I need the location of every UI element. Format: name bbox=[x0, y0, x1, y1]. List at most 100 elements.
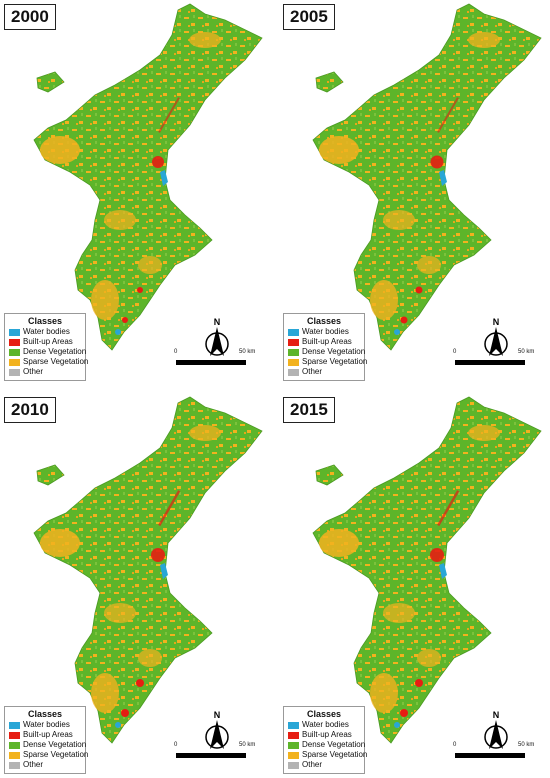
north-arrow-icon: N bbox=[200, 709, 234, 755]
legend-swatch bbox=[9, 741, 20, 749]
legend-item-built-up: Built-up Areas bbox=[9, 337, 81, 347]
legend-swatch bbox=[288, 751, 299, 759]
legend-label: Built-up Areas bbox=[23, 730, 73, 739]
region-map bbox=[312, 3, 542, 351]
north-label: N bbox=[214, 317, 221, 327]
legend-swatch bbox=[9, 731, 20, 739]
legend-swatch bbox=[9, 328, 20, 336]
legend-item-water: Water bodies bbox=[9, 327, 81, 337]
legend-swatch bbox=[9, 348, 20, 356]
legend-label: Sparse Vegetation bbox=[23, 750, 89, 759]
legend-label: Other bbox=[23, 367, 44, 376]
legend-item-other: Other bbox=[9, 760, 81, 770]
legend-item-other: Other bbox=[288, 760, 360, 770]
scale-bar: 0 50 km bbox=[174, 741, 266, 763]
legend-item-sparse-vegetation: Sparse Vegetation bbox=[288, 750, 367, 760]
legend-label: Water bodies bbox=[302, 720, 349, 729]
legend-swatch bbox=[9, 751, 20, 759]
legend-swatch bbox=[9, 368, 20, 376]
map-panel-2005: 2005 Classes Water bodies Built-up Areas… bbox=[279, 0, 550, 385]
legend-item-built-up: Built-up Areas bbox=[9, 730, 81, 740]
legend-item-sparse-vegetation: Sparse Vegetation bbox=[9, 750, 88, 760]
legend-item-dense-vegetation: Dense Vegetation bbox=[9, 347, 86, 357]
legend-item-water: Water bodies bbox=[288, 327, 360, 337]
legend-swatch bbox=[288, 348, 299, 356]
legend-label: Sparse Vegetation bbox=[302, 750, 368, 759]
scale-end: 50 km bbox=[518, 742, 535, 748]
legend-label: Other bbox=[302, 760, 323, 769]
year-label: 2000 bbox=[4, 4, 56, 30]
legend-swatch bbox=[9, 721, 20, 729]
legend-label: Other bbox=[302, 367, 323, 376]
scale-end: 50 km bbox=[239, 349, 256, 355]
scale-bar: 0 50 km bbox=[174, 348, 266, 370]
legend-label: Water bodies bbox=[23, 720, 70, 729]
scale-start: 0 bbox=[453, 349, 457, 355]
legend-label: Sparse Vegetation bbox=[302, 357, 368, 366]
legend-item-water: Water bodies bbox=[9, 720, 81, 730]
legend-item-other: Other bbox=[9, 367, 81, 377]
legend-label: Dense Vegetation bbox=[302, 740, 366, 749]
region-shape bbox=[33, 3, 263, 351]
legend-swatch bbox=[9, 358, 20, 366]
region-shape bbox=[312, 396, 542, 744]
legend-item-built-up: Built-up Areas bbox=[288, 337, 360, 347]
scale-start: 0 bbox=[453, 742, 457, 748]
north-label: N bbox=[214, 710, 221, 720]
scale-bar-line bbox=[176, 753, 246, 758]
north-arrow-icon: N bbox=[479, 709, 513, 755]
legend-label: Built-up Areas bbox=[302, 730, 352, 739]
scale-bar-line bbox=[455, 360, 525, 365]
legend-title: Classes bbox=[306, 316, 342, 326]
legend-swatch bbox=[9, 338, 20, 346]
legend-label: Sparse Vegetation bbox=[23, 357, 89, 366]
scale-bar-line bbox=[176, 360, 246, 365]
legend-label: Dense Vegetation bbox=[302, 347, 366, 356]
scale-bar-line bbox=[455, 753, 525, 758]
legend-label: Dense Vegetation bbox=[23, 347, 87, 356]
legend-item-dense-vegetation: Dense Vegetation bbox=[288, 347, 365, 357]
legend-item-sparse-vegetation: Sparse Vegetation bbox=[288, 357, 367, 367]
legend-swatch bbox=[288, 328, 299, 336]
legend: Classes Water bodies Built-up Areas Dens… bbox=[4, 706, 88, 774]
legend-label: Dense Vegetation bbox=[23, 740, 87, 749]
legend-title: Classes bbox=[306, 709, 342, 719]
legend: Classes Water bodies Built-up Areas Dens… bbox=[283, 313, 367, 381]
region-shape bbox=[312, 3, 542, 351]
legend-swatch bbox=[288, 761, 299, 769]
legend-swatch bbox=[288, 358, 299, 366]
legend-item-built-up: Built-up Areas bbox=[288, 730, 360, 740]
region-map bbox=[33, 3, 263, 351]
legend-item-dense-vegetation: Dense Vegetation bbox=[9, 740, 86, 750]
legend-label: Built-up Areas bbox=[23, 337, 73, 346]
scale-bar: 0 50 km bbox=[453, 741, 545, 763]
legend-swatch bbox=[288, 338, 299, 346]
year-label: 2015 bbox=[283, 397, 335, 423]
map-panel-2015: 2015 Classes Water bodies Built-up Areas… bbox=[279, 393, 550, 778]
scale-bar: 0 50 km bbox=[453, 348, 545, 370]
legend-label: Water bodies bbox=[23, 327, 70, 336]
year-label: 2005 bbox=[283, 4, 335, 30]
scale-start: 0 bbox=[174, 349, 178, 355]
legend: Classes Water bodies Built-up Areas Dens… bbox=[283, 706, 367, 774]
legend-swatch bbox=[288, 368, 299, 376]
legend-title: Classes bbox=[27, 316, 63, 326]
region-map bbox=[312, 396, 542, 744]
legend-swatch bbox=[288, 741, 299, 749]
legend-label: Other bbox=[23, 760, 44, 769]
legend-swatch bbox=[288, 721, 299, 729]
scale-end: 50 km bbox=[239, 742, 256, 748]
scale-start: 0 bbox=[174, 742, 178, 748]
legend-swatch bbox=[9, 761, 20, 769]
north-label: N bbox=[493, 710, 500, 720]
north-arrow-icon: N bbox=[479, 316, 513, 362]
region-map bbox=[33, 396, 263, 744]
legend-label: Built-up Areas bbox=[302, 337, 352, 346]
legend: Classes Water bodies Built-up Areas Dens… bbox=[4, 313, 88, 381]
legend-item-other: Other bbox=[288, 367, 360, 377]
map-panel-2010: 2010 Classes Water bodies Built-up Areas… bbox=[0, 393, 271, 778]
legend-title: Classes bbox=[27, 709, 63, 719]
legend-item-sparse-vegetation: Sparse Vegetation bbox=[9, 357, 88, 367]
region-shape bbox=[33, 396, 263, 744]
